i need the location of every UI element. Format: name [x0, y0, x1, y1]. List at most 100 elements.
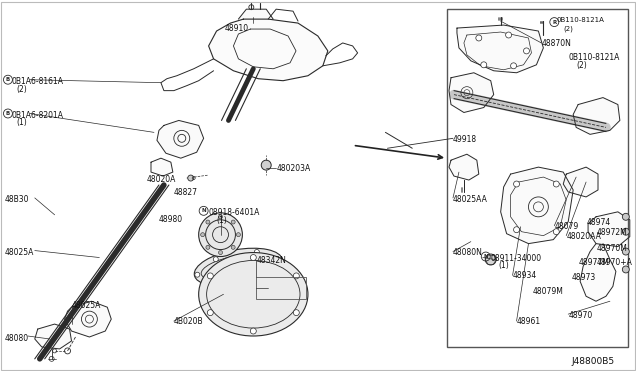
Text: 48020A: 48020A: [147, 175, 177, 184]
Circle shape: [236, 233, 241, 237]
Text: 48910: 48910: [225, 24, 248, 33]
Text: (2): (2): [16, 85, 27, 94]
Text: 48934: 48934: [513, 272, 537, 280]
Polygon shape: [209, 19, 328, 81]
Circle shape: [554, 229, 559, 235]
Polygon shape: [500, 167, 573, 244]
Text: N: N: [202, 208, 206, 213]
Text: (2): (2): [576, 61, 587, 70]
Circle shape: [622, 213, 629, 220]
Text: B: B: [6, 77, 10, 82]
Text: 48977M: 48977M: [578, 257, 609, 266]
Text: 48970M: 48970M: [597, 244, 628, 253]
Text: (1): (1): [16, 118, 27, 128]
Circle shape: [231, 245, 235, 249]
Text: N: N: [483, 254, 488, 259]
Circle shape: [207, 273, 213, 279]
Circle shape: [261, 160, 271, 170]
Circle shape: [250, 328, 256, 334]
Circle shape: [481, 62, 487, 68]
Circle shape: [254, 250, 259, 254]
Circle shape: [207, 310, 213, 315]
Circle shape: [622, 266, 629, 273]
Text: 48870N: 48870N: [541, 39, 572, 48]
Circle shape: [218, 251, 223, 254]
Circle shape: [218, 280, 223, 285]
Bar: [447, 9, 628, 347]
Text: 48980: 48980: [159, 215, 183, 224]
Circle shape: [195, 272, 200, 277]
Circle shape: [259, 273, 264, 278]
Circle shape: [513, 227, 520, 233]
Text: 48025A: 48025A: [5, 248, 35, 257]
Circle shape: [250, 254, 256, 260]
Text: 48970+A: 48970+A: [597, 257, 633, 266]
Polygon shape: [563, 167, 598, 197]
Text: 4B020B: 4B020B: [174, 317, 204, 326]
Text: 48025A: 48025A: [72, 301, 101, 310]
Text: 48973: 48973: [571, 273, 595, 282]
Polygon shape: [151, 158, 173, 176]
Circle shape: [206, 220, 210, 224]
Text: R: R: [552, 20, 556, 25]
Text: 0B110-8121A: 0B110-8121A: [556, 17, 604, 23]
Text: 48974: 48974: [587, 218, 611, 227]
Text: 49918: 49918: [453, 135, 477, 144]
Text: J48800B5: J48800B5: [571, 357, 614, 366]
Bar: [256, 278, 306, 299]
Text: 48972M: 48972M: [597, 228, 628, 237]
Polygon shape: [35, 324, 72, 349]
Text: 48080: 48080: [5, 334, 29, 343]
Polygon shape: [65, 301, 111, 337]
Circle shape: [485, 254, 496, 265]
Circle shape: [293, 310, 300, 315]
Circle shape: [554, 181, 559, 187]
Text: (2): (2): [563, 25, 573, 32]
Text: 0B110-8121A: 0B110-8121A: [568, 53, 620, 62]
Text: 0B1A6-8161A: 0B1A6-8161A: [12, 77, 64, 86]
Polygon shape: [449, 154, 479, 180]
Circle shape: [198, 213, 243, 257]
Circle shape: [622, 228, 629, 235]
Circle shape: [231, 220, 235, 224]
Text: 48B30: 48B30: [5, 195, 29, 204]
Text: 08918-6401A: 08918-6401A: [209, 208, 260, 217]
Text: 48970: 48970: [568, 311, 593, 320]
Text: 48025AA: 48025AA: [453, 195, 488, 204]
Circle shape: [206, 245, 210, 249]
Text: 48020AA: 48020AA: [566, 232, 601, 241]
Text: (1): (1): [216, 216, 227, 225]
Ellipse shape: [198, 253, 308, 336]
Text: 48827: 48827: [174, 188, 198, 197]
Polygon shape: [573, 97, 620, 134]
Polygon shape: [157, 121, 204, 158]
Text: 48961: 48961: [516, 317, 541, 326]
Text: 48079: 48079: [554, 222, 579, 231]
Text: 48079M: 48079M: [532, 287, 563, 296]
Circle shape: [524, 48, 529, 54]
Circle shape: [511, 63, 516, 69]
Circle shape: [213, 257, 218, 262]
Ellipse shape: [195, 248, 282, 287]
Text: 0B1A6-8201A: 0B1A6-8201A: [12, 110, 64, 119]
Polygon shape: [457, 25, 543, 73]
Polygon shape: [580, 244, 616, 301]
Circle shape: [277, 258, 282, 263]
Circle shape: [218, 215, 223, 219]
Polygon shape: [588, 212, 630, 247]
Text: (1): (1): [499, 262, 509, 270]
Text: 08911-34000: 08911-34000: [491, 254, 542, 263]
Circle shape: [506, 32, 511, 38]
Polygon shape: [239, 9, 273, 19]
Circle shape: [476, 35, 482, 41]
Text: 48080N: 48080N: [453, 248, 483, 257]
Text: 480203A: 480203A: [276, 164, 310, 173]
Circle shape: [201, 233, 205, 237]
Text: 48342N: 48342N: [256, 256, 286, 264]
Circle shape: [293, 273, 300, 279]
Text: B: B: [6, 111, 10, 116]
Circle shape: [188, 175, 194, 181]
Polygon shape: [449, 73, 493, 112]
Circle shape: [513, 181, 520, 187]
Circle shape: [622, 248, 629, 255]
